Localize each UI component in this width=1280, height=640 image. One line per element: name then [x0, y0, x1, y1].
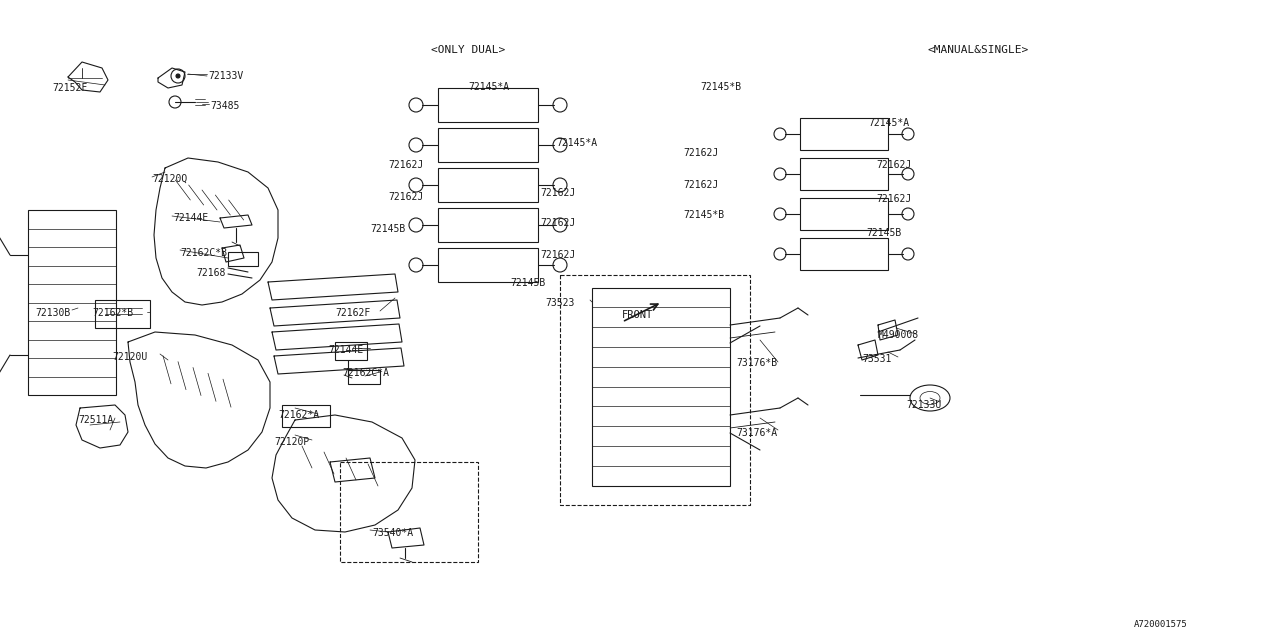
Text: 72162J: 72162J [684, 148, 718, 158]
Text: 72162J: 72162J [540, 188, 575, 198]
Text: 72133U: 72133U [906, 400, 941, 410]
Bar [591, 288, 730, 486]
Bar [438, 208, 538, 242]
Text: 72145*A: 72145*A [556, 138, 598, 148]
Text: 72168: 72168 [196, 268, 225, 278]
Bar [282, 405, 330, 427]
Text: 72145B: 72145B [509, 278, 545, 288]
Text: 72162J: 72162J [540, 218, 575, 228]
Bar [228, 252, 259, 266]
Text: 72511A: 72511A [78, 415, 113, 425]
Text: 72162J: 72162J [388, 192, 424, 202]
Text: 73176*B: 73176*B [736, 358, 777, 368]
Text: 72162J: 72162J [388, 160, 424, 170]
Bar [561, 275, 750, 505]
Bar [348, 370, 380, 384]
Bar [800, 158, 888, 190]
Bar [438, 168, 538, 202]
Text: 72145*B: 72145*B [684, 210, 724, 220]
Text: 73531: 73531 [861, 354, 891, 364]
Text: 72162J: 72162J [876, 194, 911, 204]
Text: FRONT: FRONT [622, 310, 653, 320]
Bar [800, 238, 888, 270]
Text: 72120Q: 72120Q [152, 174, 187, 184]
Text: 72144E: 72144E [173, 213, 209, 223]
Text: 72145*A: 72145*A [868, 118, 909, 128]
Bar [800, 198, 888, 230]
Text: 72162J: 72162J [540, 250, 575, 260]
Text: <ONLY DUAL>: <ONLY DUAL> [431, 45, 506, 55]
Text: 72145*B: 72145*B [700, 82, 741, 92]
Text: A720001575: A720001575 [1134, 620, 1188, 629]
Bar [95, 300, 150, 328]
Text: 72162C*B: 72162C*B [180, 248, 227, 258]
Text: 72120P: 72120P [274, 437, 310, 447]
Text: 72130B: 72130B [35, 308, 70, 318]
Text: 72144E: 72144E [328, 345, 364, 355]
Bar [28, 210, 116, 395]
Text: 72162J: 72162J [684, 180, 718, 190]
Text: 72145B: 72145B [867, 228, 901, 238]
Text: 73540*A: 73540*A [372, 528, 413, 538]
Bar [335, 342, 367, 360]
Text: 72152F: 72152F [52, 83, 87, 93]
Text: 72162C*A: 72162C*A [342, 368, 389, 378]
Text: 73176*A: 73176*A [736, 428, 777, 438]
Bar [438, 128, 538, 162]
Text: 72145B: 72145B [370, 224, 406, 234]
Text: <MANUAL&SINGLE>: <MANUAL&SINGLE> [928, 45, 1029, 55]
Circle shape [177, 74, 180, 78]
Text: 72162F: 72162F [335, 308, 370, 318]
Text: M490008: M490008 [878, 330, 919, 340]
Text: 72133V: 72133V [207, 71, 243, 81]
Text: 72120U: 72120U [113, 352, 147, 362]
Bar [438, 88, 538, 122]
Text: 73523: 73523 [545, 298, 575, 308]
Text: 72145*A: 72145*A [468, 82, 509, 92]
Text: 72162*B: 72162*B [92, 308, 133, 318]
Bar [340, 462, 477, 562]
Text: 72162*A: 72162*A [278, 410, 319, 420]
Text: 72162J: 72162J [876, 160, 911, 170]
Bar [438, 248, 538, 282]
Text: 73485: 73485 [210, 101, 239, 111]
Bar [800, 118, 888, 150]
